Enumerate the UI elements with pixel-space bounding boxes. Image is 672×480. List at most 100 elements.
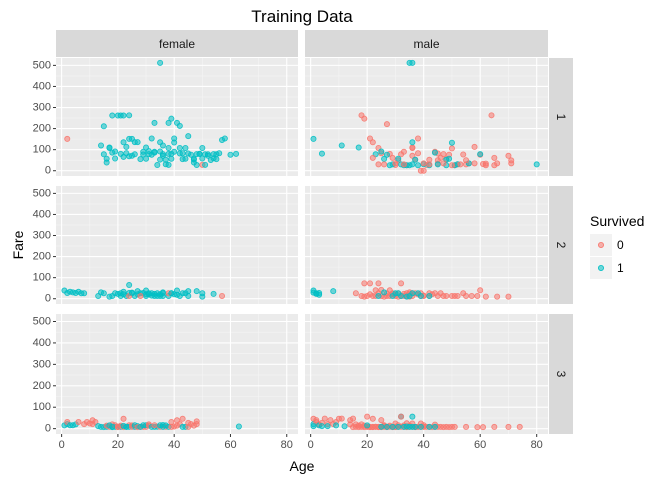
scatter-point [168, 155, 175, 162]
scatter-point [434, 161, 441, 168]
y-tick-label: 400 [33, 208, 51, 220]
scatter-point [324, 423, 331, 430]
scatter-point [350, 415, 357, 422]
scatter-point [491, 154, 498, 161]
y-tick-label: 500 [33, 59, 51, 71]
scatter-point [199, 290, 206, 297]
scatter-point [202, 161, 209, 168]
scatter-point [143, 155, 150, 162]
scatter-point [409, 59, 416, 66]
scatter-point [165, 119, 172, 126]
scatter-point [480, 424, 487, 431]
x-tick-label: 60 [224, 439, 236, 451]
scatter-point [386, 287, 393, 294]
scatter-point [188, 151, 195, 158]
scatter-point [378, 417, 385, 424]
scatter-point [369, 139, 376, 146]
scatter-point [333, 422, 340, 429]
scatter-point [137, 156, 144, 163]
scatter-point [176, 144, 183, 151]
scatter-point [338, 142, 345, 149]
scatter-point [213, 156, 220, 163]
scatter-point [128, 152, 135, 159]
scatter-point [109, 423, 116, 430]
scatter-point [179, 290, 186, 297]
scatter-point [516, 423, 523, 430]
scatter-point [185, 133, 192, 140]
column-strip-label: female [159, 37, 195, 51]
scatter-point [383, 121, 390, 128]
scatter-point [451, 423, 458, 430]
scatter-point [457, 161, 464, 168]
scatter-point [375, 161, 382, 168]
scatter-point [494, 293, 501, 300]
scatter-point [400, 148, 407, 155]
x-tick-label: 20 [361, 439, 373, 451]
scatter-point [431, 149, 438, 156]
column-strip [56, 30, 298, 57]
scatter-point [193, 162, 200, 169]
scatter-point [415, 135, 422, 142]
scatter-point [426, 292, 433, 299]
panel-female-class-1 [56, 58, 298, 176]
scatter-point [471, 160, 478, 167]
scatter-point [474, 424, 481, 431]
scatter-point [477, 287, 484, 294]
scatter-point [448, 139, 455, 146]
legend: Survived 0 1 [590, 213, 644, 279]
scatter-point [120, 139, 127, 146]
x-tick-label: 80 [531, 439, 543, 451]
scatter-point [75, 418, 82, 425]
scatter-point [165, 161, 172, 168]
scatter-point [159, 151, 166, 158]
row-strip [549, 186, 573, 304]
scatter-point [235, 423, 242, 430]
scatter-point [190, 155, 197, 162]
scatter-point [233, 150, 240, 157]
y-tick-label: 400 [33, 337, 51, 349]
scatter-point [151, 119, 158, 126]
scatter-point [409, 161, 416, 168]
row-strip-label: 2 [554, 242, 568, 249]
scatter-point [477, 151, 484, 158]
scatter-point [159, 142, 166, 149]
scatter-point [463, 292, 470, 299]
scatter-point [199, 155, 206, 162]
scatter-point [131, 139, 138, 146]
scatter-point [383, 423, 390, 430]
scatter-point [216, 150, 223, 157]
scatter-point [173, 287, 180, 294]
scatter-point [182, 144, 189, 151]
scatter-point [221, 135, 228, 142]
scatter-point [126, 112, 133, 119]
scatter-point [417, 423, 424, 430]
scatter-point [151, 422, 158, 429]
scatter-point [398, 292, 405, 299]
panel-male-class-3 [305, 314, 548, 434]
scatter-point [468, 292, 475, 299]
scatter-point [168, 115, 175, 122]
scatter-point [352, 290, 359, 297]
scatter-point [482, 162, 489, 169]
x-tick-label: 40 [168, 439, 180, 451]
scatter-point [310, 135, 317, 142]
scatter-point [148, 135, 155, 142]
scatter-point [98, 142, 105, 149]
scatter-point [100, 151, 107, 158]
scatter-point [219, 292, 226, 299]
y-tick-label: 200 [33, 380, 51, 392]
scatter-point [463, 157, 470, 164]
scatter-point [448, 162, 455, 169]
scatter-point [491, 423, 498, 430]
scatter-point [381, 289, 388, 296]
scatter-point [463, 423, 470, 430]
scatter-point [440, 160, 447, 167]
scatter-point [112, 155, 119, 162]
scatter-point [389, 154, 396, 161]
legend-title: Survived [590, 213, 644, 229]
y-tick-label: 0 [45, 165, 51, 177]
scatter-point [440, 151, 447, 158]
scatter-point [128, 289, 135, 296]
scatter-point [321, 415, 328, 422]
scatter-point [448, 145, 455, 152]
